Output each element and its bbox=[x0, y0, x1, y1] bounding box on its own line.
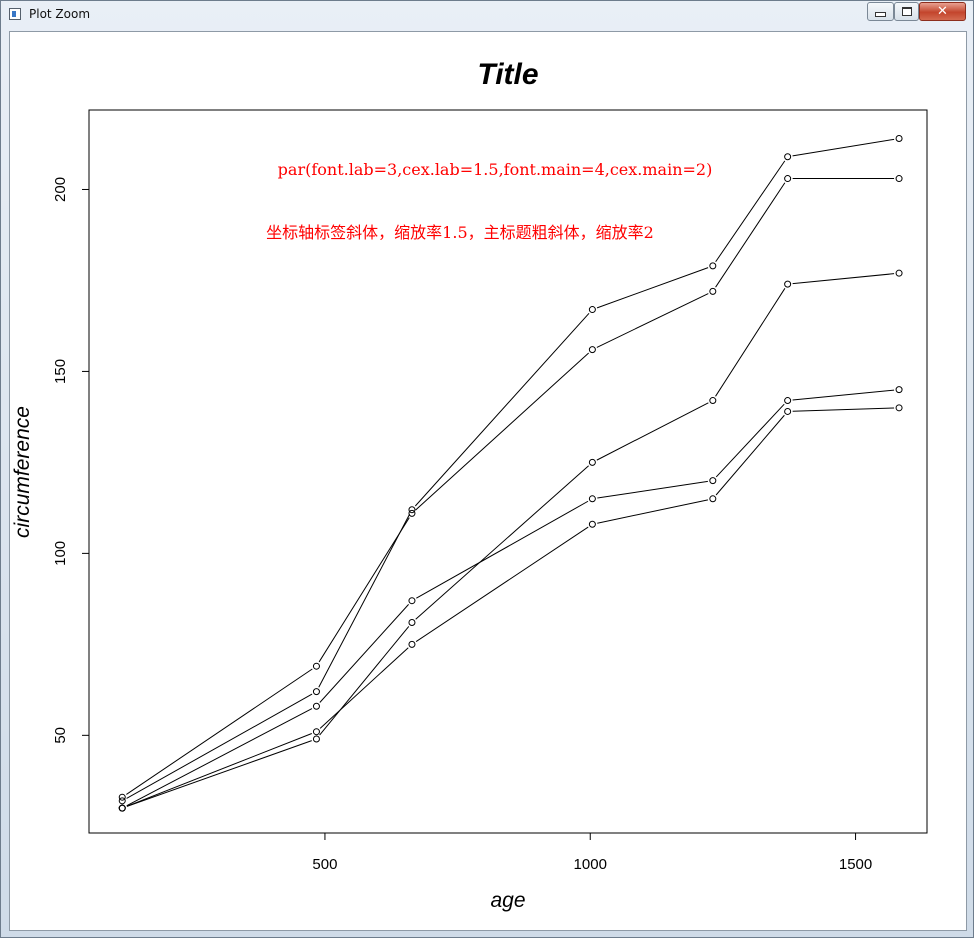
data-point bbox=[895, 404, 903, 412]
data-point bbox=[588, 495, 596, 503]
data-point bbox=[118, 804, 126, 812]
data-point bbox=[408, 619, 416, 627]
y-axis-label: circumference bbox=[11, 406, 34, 538]
chart-svg: 500 1000 1500 50 100 150 200 Title age circum… bbox=[11, 58, 928, 912]
data-point bbox=[408, 640, 416, 648]
plot-area-frame bbox=[88, 109, 928, 834]
data-point bbox=[895, 175, 903, 183]
data-point bbox=[312, 728, 320, 736]
chart-title: Title bbox=[477, 58, 538, 91]
window-title: Plot Zoom bbox=[29, 7, 91, 21]
title-bar[interactable]: Plot Zoom ✕ bbox=[1, 1, 973, 30]
close-icon: ✕ bbox=[937, 4, 948, 19]
data-point bbox=[895, 269, 903, 277]
data-point bbox=[709, 495, 717, 503]
data-point bbox=[709, 397, 717, 405]
data-point bbox=[588, 306, 596, 314]
data-point bbox=[118, 793, 126, 801]
data-point bbox=[709, 287, 717, 295]
series-group bbox=[126, 138, 895, 807]
maximize-button[interactable] bbox=[894, 2, 919, 21]
app-icon bbox=[9, 8, 21, 20]
series-line-1 bbox=[126, 389, 895, 807]
series-line-2 bbox=[126, 178, 895, 795]
y-tick-label: 200 bbox=[52, 177, 69, 202]
x-axis-label: age bbox=[490, 889, 525, 912]
close-button[interactable]: ✕ bbox=[919, 2, 966, 21]
series-line-4 bbox=[126, 138, 895, 799]
data-point bbox=[784, 175, 792, 183]
data-point bbox=[408, 509, 416, 517]
data-point bbox=[588, 458, 596, 466]
series-line-3 bbox=[126, 407, 895, 807]
data-point bbox=[895, 135, 903, 143]
x-axis: 500 1000 1500 bbox=[312, 832, 872, 873]
x-tick-label: 1000 bbox=[574, 856, 607, 873]
data-point bbox=[312, 735, 320, 743]
data-point bbox=[588, 520, 596, 528]
data-point bbox=[118, 797, 126, 805]
y-tick-label: 150 bbox=[52, 359, 69, 384]
x-tick-label: 1500 bbox=[839, 856, 872, 873]
annotation-chinese: 坐标轴标签斜体，缩放率1.5，主标题粗斜体，缩放率2 bbox=[266, 223, 654, 242]
data-point bbox=[312, 662, 320, 670]
data-point bbox=[784, 397, 792, 405]
series-line-5 bbox=[126, 273, 895, 807]
data-point bbox=[588, 346, 596, 354]
data-point bbox=[709, 477, 717, 485]
data-point bbox=[408, 597, 416, 605]
minimize-button[interactable] bbox=[867, 2, 894, 21]
plot-canvas: 500 1000 1500 50 100 150 200 Title age circum… bbox=[9, 31, 967, 931]
data-point bbox=[895, 386, 903, 394]
points-group bbox=[118, 135, 903, 812]
y-tick-label: 50 bbox=[52, 727, 69, 744]
data-point bbox=[408, 506, 416, 514]
data-point bbox=[312, 702, 320, 710]
data-point bbox=[784, 280, 792, 288]
y-axis: 50 100 150 200 bbox=[52, 177, 90, 744]
data-point bbox=[784, 153, 792, 161]
y-tick-label: 100 bbox=[52, 541, 69, 566]
data-point bbox=[784, 407, 792, 415]
data-point bbox=[312, 688, 320, 696]
annotation-par: par(font.lab=3,cex.lab=1.5,font.main=4,c… bbox=[278, 160, 713, 179]
x-tick-label: 500 bbox=[312, 856, 337, 873]
data-point bbox=[709, 262, 717, 270]
